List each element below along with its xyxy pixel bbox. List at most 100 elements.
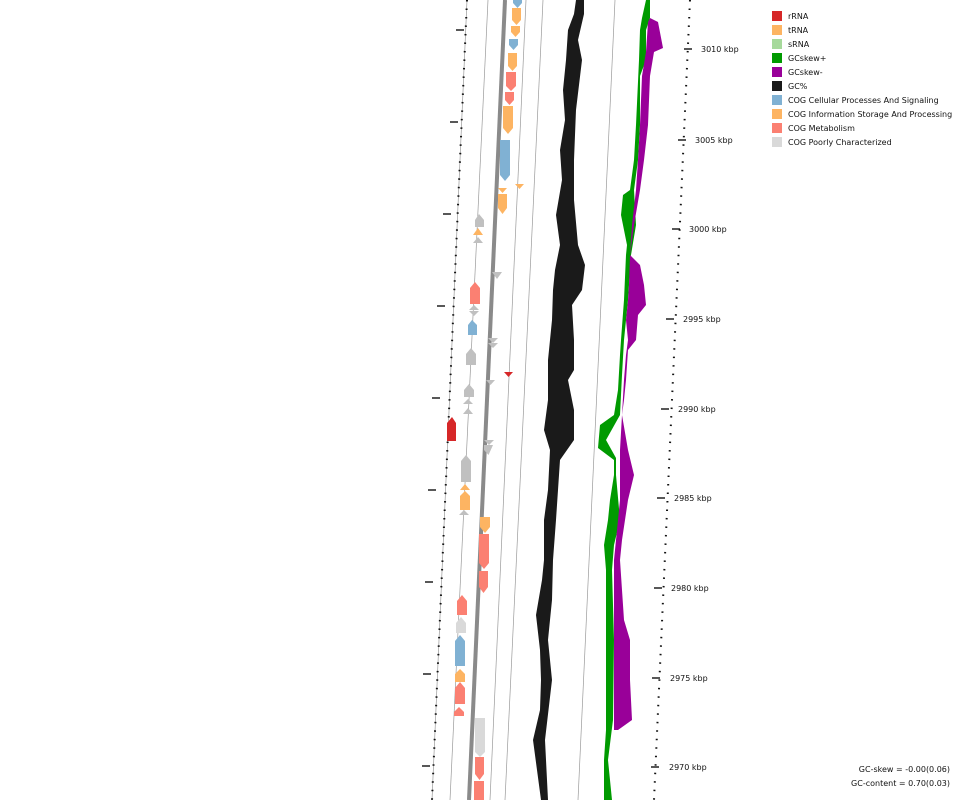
gene-feature [513, 0, 522, 8]
legend-swatch [772, 109, 782, 119]
gene-feature [484, 445, 493, 455]
legend-item-cog-poorly: COG Poorly Characterized [772, 135, 952, 149]
gene-feature [479, 571, 488, 593]
legend-item-gcskew-minus: GCskew- [772, 65, 952, 79]
gene-feature [475, 214, 484, 227]
gene-feature [455, 635, 465, 666]
gene-feature [515, 184, 524, 189]
tick-label: 2990 kbp [678, 405, 716, 414]
gene-feature [469, 305, 479, 310]
gene-feature [459, 510, 469, 515]
legend-label: COG Metabolism [788, 123, 855, 133]
gene-feature [506, 72, 516, 91]
gene-feature [469, 311, 479, 316]
gene-feature [504, 372, 513, 377]
gene-feature [460, 491, 470, 510]
legend-swatch [772, 67, 782, 77]
track-guides [431, 0, 616, 800]
legend-swatch [772, 81, 782, 91]
gene-feature [463, 408, 473, 414]
gene-feature [508, 53, 517, 71]
legend-item-cog-metabolism: COG Metabolism [772, 121, 952, 135]
legend-swatch [772, 53, 782, 63]
gene-feature [454, 707, 464, 716]
gene-feature [455, 669, 465, 682]
legend-label: GC% [788, 81, 808, 91]
ruler-dots-left [431, 0, 468, 800]
gene-feature [488, 338, 498, 343]
legend-item-srna: sRNA [772, 37, 952, 51]
gene-feature [492, 272, 502, 279]
gc-skew-stat: GC-skew = -0.00(0.06) [858, 765, 950, 774]
gene-feature [475, 757, 484, 780]
gene-feature [457, 595, 467, 615]
tick-label: 2970 kbp [669, 763, 707, 772]
tick-label: 3010 kbp [701, 45, 739, 54]
guide-ring [489, 0, 527, 800]
gene-feature [463, 399, 473, 404]
gene-feature [480, 517, 490, 533]
gene-feature [512, 8, 521, 25]
legend-swatch [772, 25, 782, 35]
gene-feature [488, 343, 498, 348]
gene-feature [460, 484, 470, 490]
gene-feature [456, 617, 466, 633]
legend: rRNA tRNA sRNA GCskew+ GCskew- GC% COG C… [772, 9, 952, 149]
gene-feature [473, 228, 483, 235]
gc-content-stat: GC-content = 0.70(0.03) [851, 779, 950, 788]
genome-stats: GC-skew = -0.00(0.06) GC-content = 0.70(… [851, 763, 950, 791]
gene-feature [447, 417, 456, 441]
tick-label: 3000 kbp [689, 225, 727, 234]
legend-item-trna: tRNA [772, 23, 952, 37]
legend-item-cog-information: COG Information Storage And Processing [772, 107, 952, 121]
legend-label: GCskew- [788, 67, 823, 77]
gene-feature [505, 92, 514, 105]
gene-feature [473, 237, 483, 243]
backbone [467, 0, 507, 800]
legend-swatch [772, 95, 782, 105]
gene-feature [498, 188, 507, 193]
gene-feature [468, 320, 477, 335]
ruler-dots [422, 0, 691, 800]
gene-feature [511, 26, 520, 37]
gene-feature [484, 440, 494, 445]
gene-feature [479, 534, 489, 569]
legend-label: sRNA [788, 39, 810, 49]
gene-feature [498, 194, 507, 214]
gene-feature [464, 384, 474, 397]
gene-feature [486, 380, 495, 385]
tick-label: 2985 kbp [674, 494, 712, 503]
legend-item-rrna: rRNA [772, 9, 952, 23]
legend-label: GCskew+ [788, 53, 827, 63]
legend-label: COG Cellular Processes And Signaling [788, 95, 939, 105]
guide-ring [577, 0, 616, 800]
legend-item-cog-cellular: COG Cellular Processes And Signaling [772, 93, 952, 107]
legend-item-gcskew-plus: GCskew+ [772, 51, 952, 65]
gc-skew-negative [614, 18, 663, 730]
gene-feature [461, 455, 471, 482]
gene-features [447, 0, 524, 800]
legend-swatch [772, 11, 782, 21]
tick-label: 2980 kbp [671, 584, 709, 593]
legend-swatch [772, 137, 782, 147]
legend-label: tRNA [788, 25, 809, 35]
tick-label: 2995 kbp [683, 315, 721, 324]
gene-feature [500, 140, 510, 181]
legend-swatch [772, 123, 782, 133]
gene-feature [466, 348, 476, 365]
ruler-dots-right [653, 0, 691, 800]
kbp-ticks: 3010 kbp 3005 kbp 3000 kbp 2995 kbp 2990… [651, 45, 739, 772]
legend-item-gc-percent: GC% [772, 79, 952, 93]
tick-label: 3005 kbp [695, 136, 733, 145]
legend-label: COG Information Storage And Processing [788, 109, 953, 119]
gene-feature [474, 781, 484, 800]
gene-feature [509, 39, 518, 50]
gene-feature [475, 718, 485, 757]
gene-feature [503, 106, 513, 134]
gene-feature [470, 282, 480, 304]
legend-label: COG Poorly Characterized [788, 137, 892, 147]
guide-ring [504, 0, 544, 800]
legend-swatch [772, 39, 782, 49]
gc-content-track [533, 0, 585, 800]
